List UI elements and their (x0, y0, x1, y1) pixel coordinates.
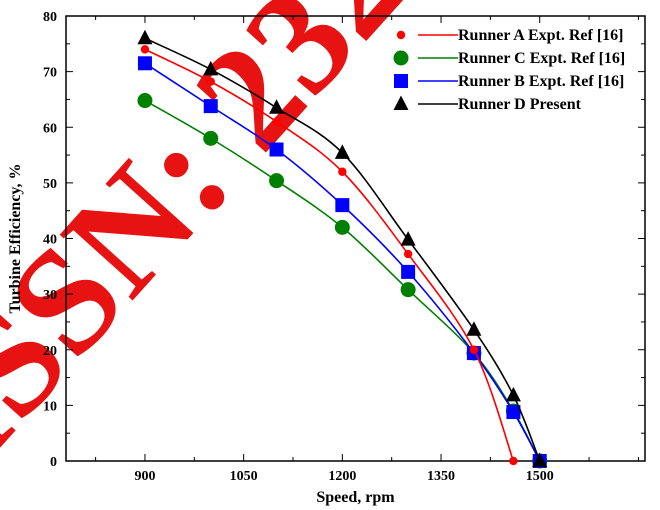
x-tick-label: 1200 (328, 469, 356, 484)
data-point (269, 142, 284, 157)
data-point (532, 452, 548, 467)
y-tick-label: 50 (43, 177, 57, 192)
series-line (144, 62, 541, 462)
data-point (334, 219, 350, 235)
x-tick-label: 1500 (526, 469, 554, 484)
legend-item-runner-b-expt-ref-16: Runner B Expt. Ref [16] (394, 73, 624, 90)
legend-label: Runner D Present (458, 96, 582, 113)
y-tick-label: 60 (43, 121, 57, 136)
y-tick-label: 10 (43, 399, 57, 414)
data-point (401, 264, 416, 279)
legend: Runner A Expt. Ref [16] Runner C Expt. Re… (393, 27, 625, 113)
y-tick-label: 0 (50, 455, 57, 470)
data-point (505, 386, 521, 402)
series-line (144, 37, 541, 462)
data-point (203, 99, 218, 114)
data-point (335, 198, 350, 213)
data-point (400, 282, 416, 298)
x-tick-label: 1350 (427, 469, 455, 484)
x-axis-title: Speed, rpm (316, 489, 395, 506)
data-point (137, 93, 153, 109)
legend-item-runner-a-expt-ref-16: Runner A Expt. Ref [16] (396, 27, 624, 44)
data-point (509, 456, 518, 466)
data-point (403, 249, 413, 259)
data-point (269, 99, 285, 114)
data-point (466, 321, 482, 336)
data-point (400, 231, 416, 246)
y-tick-label: 70 (43, 66, 57, 81)
y-axis-title: Turbine Efficiency, % (7, 163, 24, 313)
legend-label: Runner C Expt. Ref [16] (458, 50, 625, 67)
y-tick-label: 40 (43, 233, 57, 248)
legend-item-runner-c-expt-ref-16: Runner C Expt. Ref [16] (393, 50, 625, 67)
data-point (338, 167, 347, 176)
data-point (506, 405, 521, 420)
series-runner-d-present (137, 29, 548, 467)
data-point (137, 29, 153, 45)
series-layer (137, 29, 548, 469)
legend-marker (394, 74, 408, 88)
legend-marker (393, 50, 409, 66)
x-tick-label: 1050 (230, 469, 258, 484)
data-point (203, 60, 219, 76)
legend-item-runner-d-present: Runner D Present (393, 95, 582, 113)
data-point (272, 117, 281, 126)
legend-label: Runner B Expt. Ref [16] (458, 73, 624, 90)
y-tick-label: 30 (43, 288, 57, 303)
data-point (334, 144, 350, 159)
data-point (137, 56, 152, 71)
data-point (469, 345, 479, 354)
data-point (140, 45, 150, 54)
series-runner-a-expt-ref-16 (140, 45, 518, 466)
legend-marker (393, 95, 409, 110)
y-tick-label: 20 (43, 344, 57, 359)
legend-marker (396, 30, 406, 40)
legend-label: Runner A Expt. Ref [16] (458, 27, 624, 44)
y-tick-label: 80 (43, 10, 57, 25)
data-point (203, 130, 219, 146)
axes: 900 1050 1200 1350 1500 0 10 20 30 40 50 60 70 80 Spee… (7, 10, 646, 506)
data-point (269, 173, 285, 189)
data-point (206, 77, 215, 86)
x-tick-label: 900 (134, 469, 155, 484)
